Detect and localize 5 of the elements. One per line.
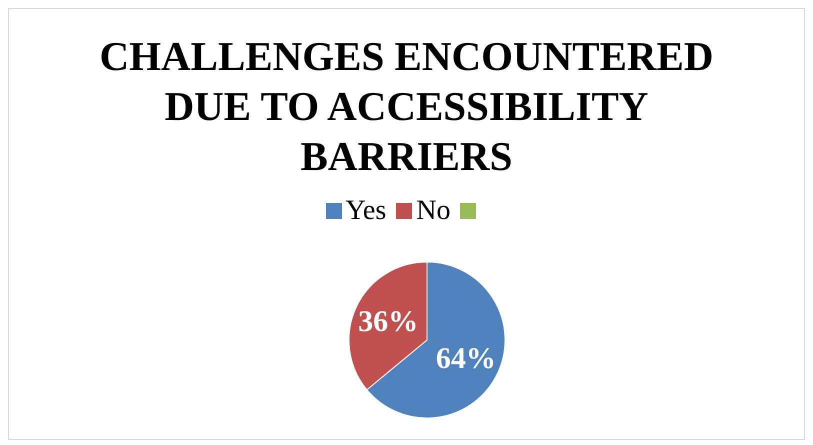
chart-title: CHALLENGES ENCOUNTERED DUE TO ACCESSIBILITY BARRIERS — [98, 32, 714, 181]
legend-label: Yes — [346, 195, 386, 227]
data-label: 64% — [436, 342, 496, 375]
legend-label: No — [416, 195, 450, 227]
data-label: 36% — [358, 305, 418, 338]
